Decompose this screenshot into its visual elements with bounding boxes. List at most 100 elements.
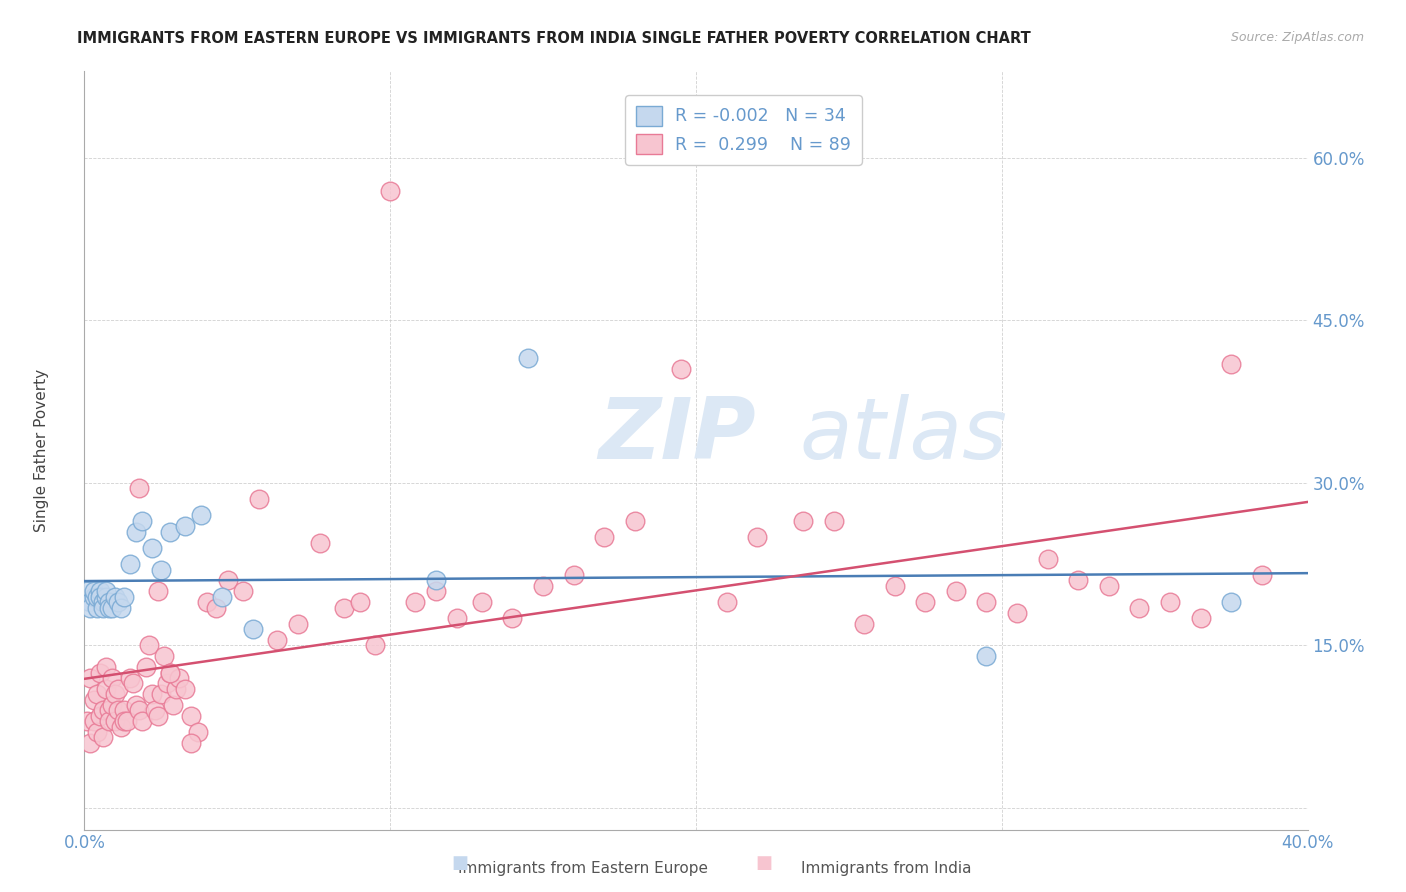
Point (747, 530, 769, 544)
Point (217, 574, 239, 588)
Point (125, 698, 148, 712)
Point (141, 541, 163, 555)
Point (156, 676, 179, 690)
Point (159, 665, 181, 680)
Point (471, 595, 494, 609)
Point (1005, 606, 1028, 620)
Point (107, 595, 129, 609)
Point (141, 687, 163, 701)
Point (1098, 579, 1121, 593)
Point (120, 557, 142, 572)
Point (138, 639, 160, 653)
Point (76, 714, 98, 729)
Point (97, 714, 120, 729)
Point (83, 584, 105, 599)
Point (914, 595, 936, 609)
Point (91, 600, 114, 615)
Point (159, 524, 181, 539)
Point (91, 731, 114, 745)
Point (364, 639, 387, 653)
Point (945, 584, 967, 599)
Point (1159, 595, 1181, 609)
Point (195, 595, 218, 609)
Point (104, 590, 127, 604)
Point (101, 600, 124, 615)
Point (976, 649, 998, 664)
Point (131, 714, 153, 729)
Point (190, 508, 212, 523)
Point (247, 492, 270, 507)
Point (101, 671, 124, 685)
Point (716, 595, 738, 609)
Point (89, 665, 111, 680)
Point (162, 698, 184, 712)
Point (128, 482, 150, 496)
Point (1067, 574, 1090, 588)
Point (1220, 595, 1243, 609)
Point (122, 676, 145, 690)
Point (91, 703, 114, 717)
Point (79, 595, 101, 609)
Point (135, 660, 157, 674)
Point (83, 714, 105, 729)
Text: atlas: atlas (800, 393, 1008, 477)
Point (823, 514, 845, 528)
Point (404, 595, 426, 609)
Point (97, 703, 120, 717)
Point (86, 725, 108, 739)
Text: ZIP: ZIP (598, 393, 756, 477)
Point (89, 584, 111, 599)
Point (79, 736, 101, 750)
Point (86, 590, 108, 604)
Point (380, 184, 402, 198)
Point (146, 584, 169, 599)
Point (180, 736, 202, 750)
Text: Immigrants from Eastern Europe: Immigrants from Eastern Europe (458, 861, 709, 876)
Point (333, 600, 356, 615)
Point (287, 616, 309, 631)
Point (89, 708, 111, 723)
Point (89, 590, 111, 604)
Point (180, 708, 202, 723)
Point (125, 524, 148, 539)
Point (112, 590, 135, 604)
Point (101, 698, 124, 712)
Point (593, 530, 616, 544)
Point (94, 681, 117, 696)
Text: ■: ■ (755, 855, 772, 872)
Point (1220, 357, 1243, 371)
Point (159, 665, 181, 680)
Point (502, 611, 524, 625)
Point (186, 725, 208, 739)
Point (1036, 551, 1059, 566)
Point (94, 590, 117, 604)
Point (242, 622, 264, 636)
Point (97, 600, 120, 615)
Point (107, 681, 129, 696)
Point (624, 514, 647, 528)
Point (425, 574, 447, 588)
Point (446, 611, 468, 625)
Point (104, 687, 127, 701)
Point (211, 590, 233, 604)
Text: Immigrants from India: Immigrants from India (800, 861, 972, 876)
Point (94, 660, 117, 674)
Point (1250, 568, 1272, 582)
Point (349, 595, 371, 609)
Point (104, 714, 127, 729)
Point (107, 703, 129, 717)
Point (205, 600, 228, 615)
Point (167, 671, 190, 685)
Point (149, 563, 172, 577)
Point (1189, 611, 1212, 625)
Point (149, 687, 172, 701)
Point (115, 714, 138, 729)
Point (76, 584, 98, 599)
Text: IMMIGRANTS FROM EASTERN EUROPE VS IMMIGRANTS FROM INDIA SINGLE FATHER POVERTY CO: IMMIGRANTS FROM EASTERN EUROPE VS IMMIGR… (77, 31, 1031, 46)
Point (531, 579, 554, 593)
Point (853, 616, 876, 631)
Point (86, 600, 108, 615)
Point (562, 568, 585, 582)
Point (146, 708, 169, 723)
Point (79, 671, 101, 685)
